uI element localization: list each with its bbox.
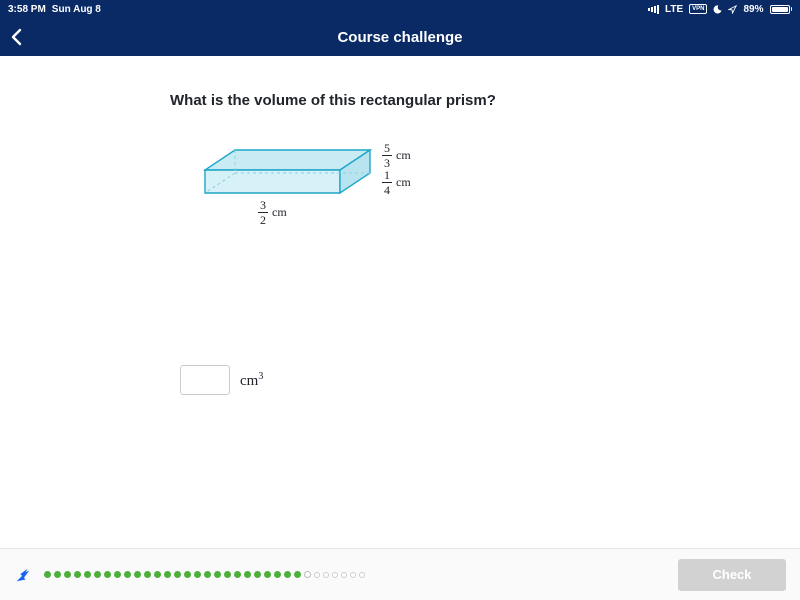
progress-dot	[194, 571, 201, 578]
progress-dot	[174, 571, 181, 578]
check-button[interactable]: Check	[678, 559, 786, 591]
progress-dot	[350, 572, 356, 578]
moon-icon	[713, 5, 722, 14]
progress-dot	[244, 571, 251, 578]
answer-row: cm3	[180, 365, 630, 395]
progress-dot	[274, 571, 281, 578]
lte-label: LTE	[665, 4, 683, 15]
footer-bar: Check	[0, 548, 800, 600]
status-time: 3:58 PM	[8, 4, 46, 15]
progress-dot	[234, 571, 241, 578]
dim-depth: 53 cm	[382, 142, 411, 169]
progress-dot	[264, 571, 271, 578]
progress-dot	[94, 571, 101, 578]
progress-dot	[154, 571, 161, 578]
header-bar: Course challenge	[0, 18, 800, 56]
progress-dot	[184, 571, 191, 578]
progress-dot	[124, 571, 131, 578]
progress-dot	[64, 571, 71, 578]
progress-dot	[44, 571, 51, 578]
page-title: Course challenge	[337, 29, 462, 46]
progress-dots	[44, 571, 666, 578]
progress-dot	[359, 572, 365, 578]
status-right: LTE VPN 89%	[648, 4, 792, 15]
status-bar: 3:58 PM Sun Aug 8 LTE VPN 89%	[0, 0, 800, 18]
battery-pct: 89%	[743, 4, 763, 15]
progress-dot	[284, 571, 291, 578]
prism-figure: 53 cm 14 cm 32 cm	[200, 145, 460, 265]
status-left: 3:58 PM Sun Aug 8	[8, 4, 101, 15]
progress-dot	[294, 571, 301, 578]
vpn-badge: VPN	[689, 4, 707, 14]
location-icon	[728, 5, 737, 14]
progress-dot	[204, 571, 211, 578]
progress-dot	[74, 571, 81, 578]
answer-unit: cm3	[240, 371, 263, 390]
progress-dot	[254, 571, 261, 578]
progress-dot	[214, 571, 221, 578]
progress-dot	[323, 572, 329, 578]
progress-dot	[114, 571, 121, 578]
progress-dot	[104, 571, 111, 578]
dim-width: 32 cm	[258, 199, 287, 226]
status-date: Sun Aug 8	[52, 4, 101, 15]
content-area: What is the volume of this rectangular p…	[0, 56, 800, 395]
progress-dot	[134, 571, 141, 578]
progress-dot	[84, 571, 91, 578]
question-text: What is the volume of this rectangular p…	[170, 92, 630, 109]
prism-svg	[200, 145, 380, 225]
progress-dot	[54, 571, 61, 578]
progress-dot	[332, 572, 338, 578]
progress-dot	[314, 572, 320, 578]
progress-dot	[341, 572, 347, 578]
progress-dot	[164, 571, 171, 578]
dim-height: 14 cm	[382, 169, 411, 196]
battery-fill	[772, 7, 788, 12]
progress-dot	[224, 571, 231, 578]
progress-dot	[144, 571, 151, 578]
back-button[interactable]	[10, 28, 24, 46]
battery-icon	[770, 5, 793, 14]
streak-icon	[14, 566, 32, 584]
chevron-left-icon	[10, 28, 24, 46]
answer-input[interactable]	[180, 365, 230, 395]
signal-icon	[648, 5, 659, 14]
progress-dot	[304, 571, 311, 578]
